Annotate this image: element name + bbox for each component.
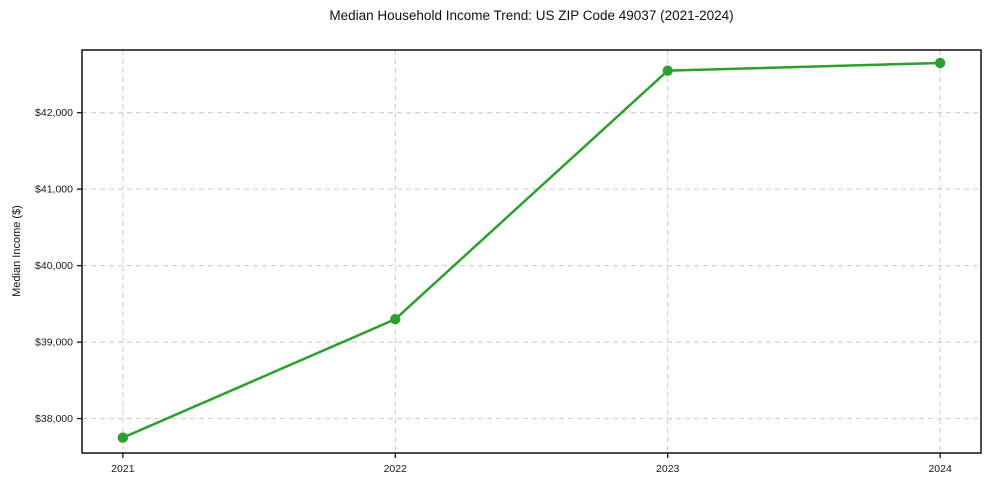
trend-line xyxy=(121,61,942,439)
data-point xyxy=(390,313,401,325)
y-tick-label: $38,000 xyxy=(35,413,73,425)
x-tick-label: 2022 xyxy=(384,463,408,475)
y-axis-label: Median Income ($) xyxy=(11,205,23,297)
data-point xyxy=(934,57,946,69)
y-tick-label: $41,000 xyxy=(35,184,73,196)
y-tick-label: $39,000 xyxy=(35,337,73,349)
y-tick-label: $42,000 xyxy=(35,107,73,119)
data-point xyxy=(117,432,129,443)
x-tick-label: 2024 xyxy=(928,463,952,475)
x-tick-label: 2023 xyxy=(656,463,680,475)
plot-frame xyxy=(81,49,982,454)
x-tick-label: 2021 xyxy=(111,463,135,475)
y-tick-label: $40,000 xyxy=(35,260,73,272)
chart-title: Median Household Income Trend: US ZIP Co… xyxy=(329,8,734,23)
data-point xyxy=(662,65,673,76)
